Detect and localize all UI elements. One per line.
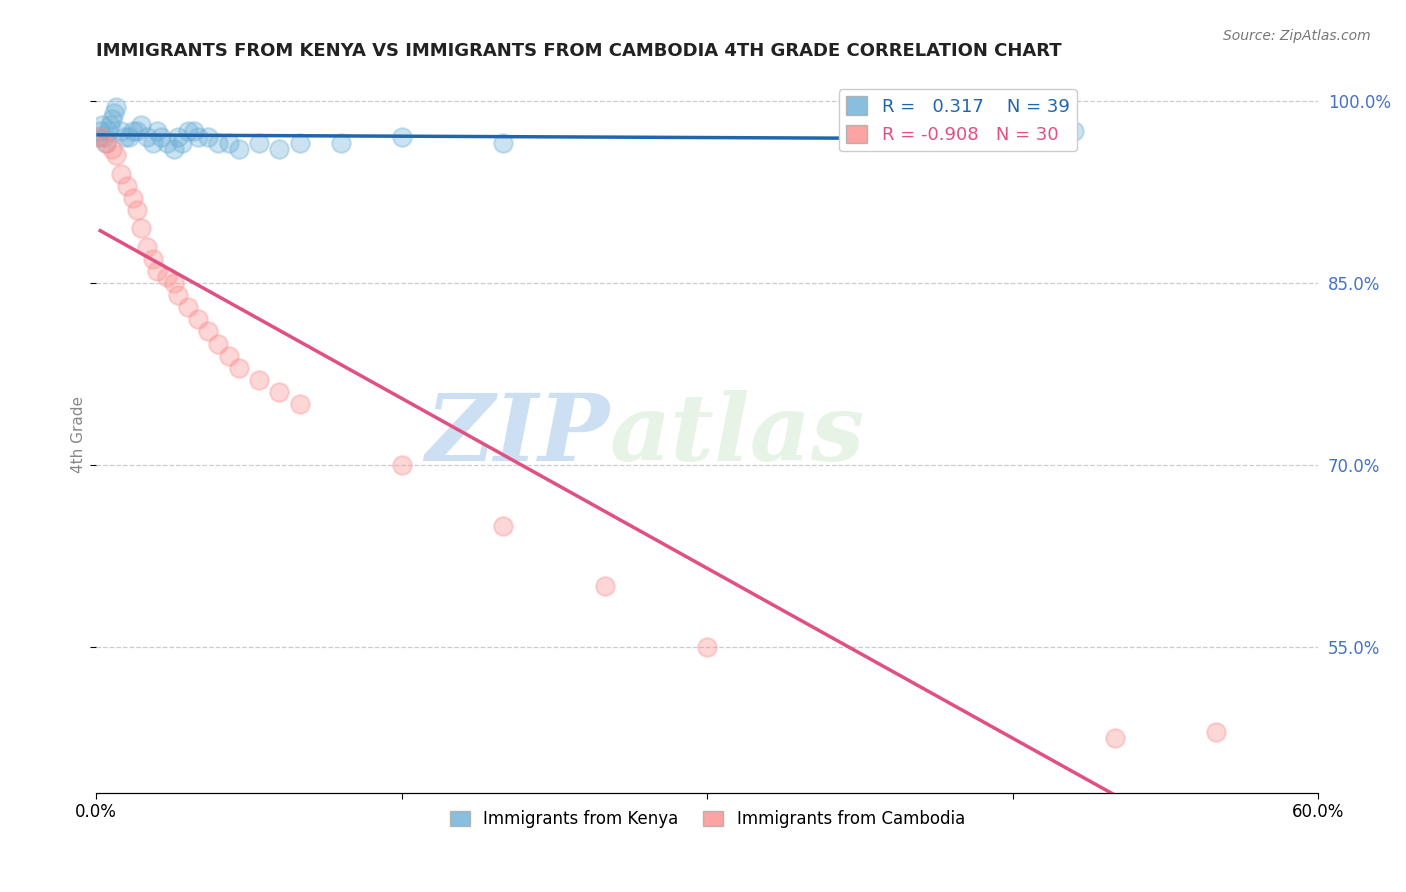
Point: [183, 124, 205, 138]
Point: [136, 130, 159, 145]
Point: [177, 300, 200, 314]
Point: [156, 136, 179, 151]
Point: [125, 203, 148, 218]
Point: [89, 124, 111, 138]
Point: [228, 360, 250, 375]
Point: [187, 312, 209, 326]
Point: [87, 130, 110, 145]
Point: [118, 130, 141, 145]
Point: [110, 167, 132, 181]
Point: [1104, 731, 1126, 745]
Point: [247, 136, 270, 151]
Point: [98, 118, 121, 132]
Point: [288, 136, 311, 151]
Point: [146, 264, 169, 278]
Text: Source: ZipAtlas.com: Source: ZipAtlas.com: [1223, 29, 1371, 44]
Point: [166, 288, 188, 302]
Point: [329, 136, 352, 151]
Point: [93, 130, 115, 145]
Point: [89, 130, 111, 145]
Point: [115, 178, 138, 193]
Point: [197, 130, 219, 145]
Point: [129, 118, 152, 132]
Point: [146, 124, 169, 138]
Y-axis label: 4th Grade: 4th Grade: [72, 396, 86, 473]
Point: [96, 136, 118, 151]
Point: [97, 124, 120, 138]
Point: [1205, 725, 1227, 739]
Point: [1063, 124, 1085, 138]
Point: [129, 221, 152, 235]
Point: [207, 136, 229, 151]
Point: [696, 640, 718, 654]
Point: [103, 106, 125, 120]
Point: [162, 276, 184, 290]
Point: [156, 269, 179, 284]
Point: [150, 130, 173, 145]
Point: [101, 112, 124, 126]
Point: [105, 148, 128, 162]
Point: [218, 136, 240, 151]
Point: [105, 100, 128, 114]
Point: [228, 143, 250, 157]
Point: [492, 136, 515, 151]
Point: [110, 124, 132, 138]
Point: [121, 124, 143, 138]
Point: [187, 130, 209, 145]
Text: atlas: atlas: [609, 390, 865, 480]
Point: [125, 124, 148, 138]
Point: [96, 136, 118, 151]
Point: [136, 239, 159, 253]
Point: [197, 325, 219, 339]
Point: [170, 136, 193, 151]
Text: IMMIGRANTS FROM KENYA VS IMMIGRANTS FROM CAMBODIA 4TH GRADE CORRELATION CHART: IMMIGRANTS FROM KENYA VS IMMIGRANTS FROM…: [96, 42, 1062, 60]
Point: [142, 136, 165, 151]
Point: [269, 385, 291, 400]
Text: ZIP: ZIP: [425, 390, 609, 480]
Point: [166, 130, 188, 145]
Legend: Immigrants from Kenya, Immigrants from Cambodia: Immigrants from Kenya, Immigrants from C…: [443, 803, 972, 834]
Point: [391, 458, 413, 472]
Point: [101, 143, 124, 157]
Point: [218, 349, 240, 363]
Point: [1001, 124, 1024, 138]
Point: [247, 373, 270, 387]
Point: [595, 579, 617, 593]
Point: [207, 336, 229, 351]
Point: [142, 252, 165, 266]
Point: [114, 130, 136, 145]
Point: [391, 130, 413, 145]
Point: [177, 124, 200, 138]
Point: [162, 143, 184, 157]
Point: [288, 397, 311, 411]
Point: [121, 191, 143, 205]
Point: [492, 518, 515, 533]
Point: [91, 118, 114, 132]
Point: [269, 143, 291, 157]
